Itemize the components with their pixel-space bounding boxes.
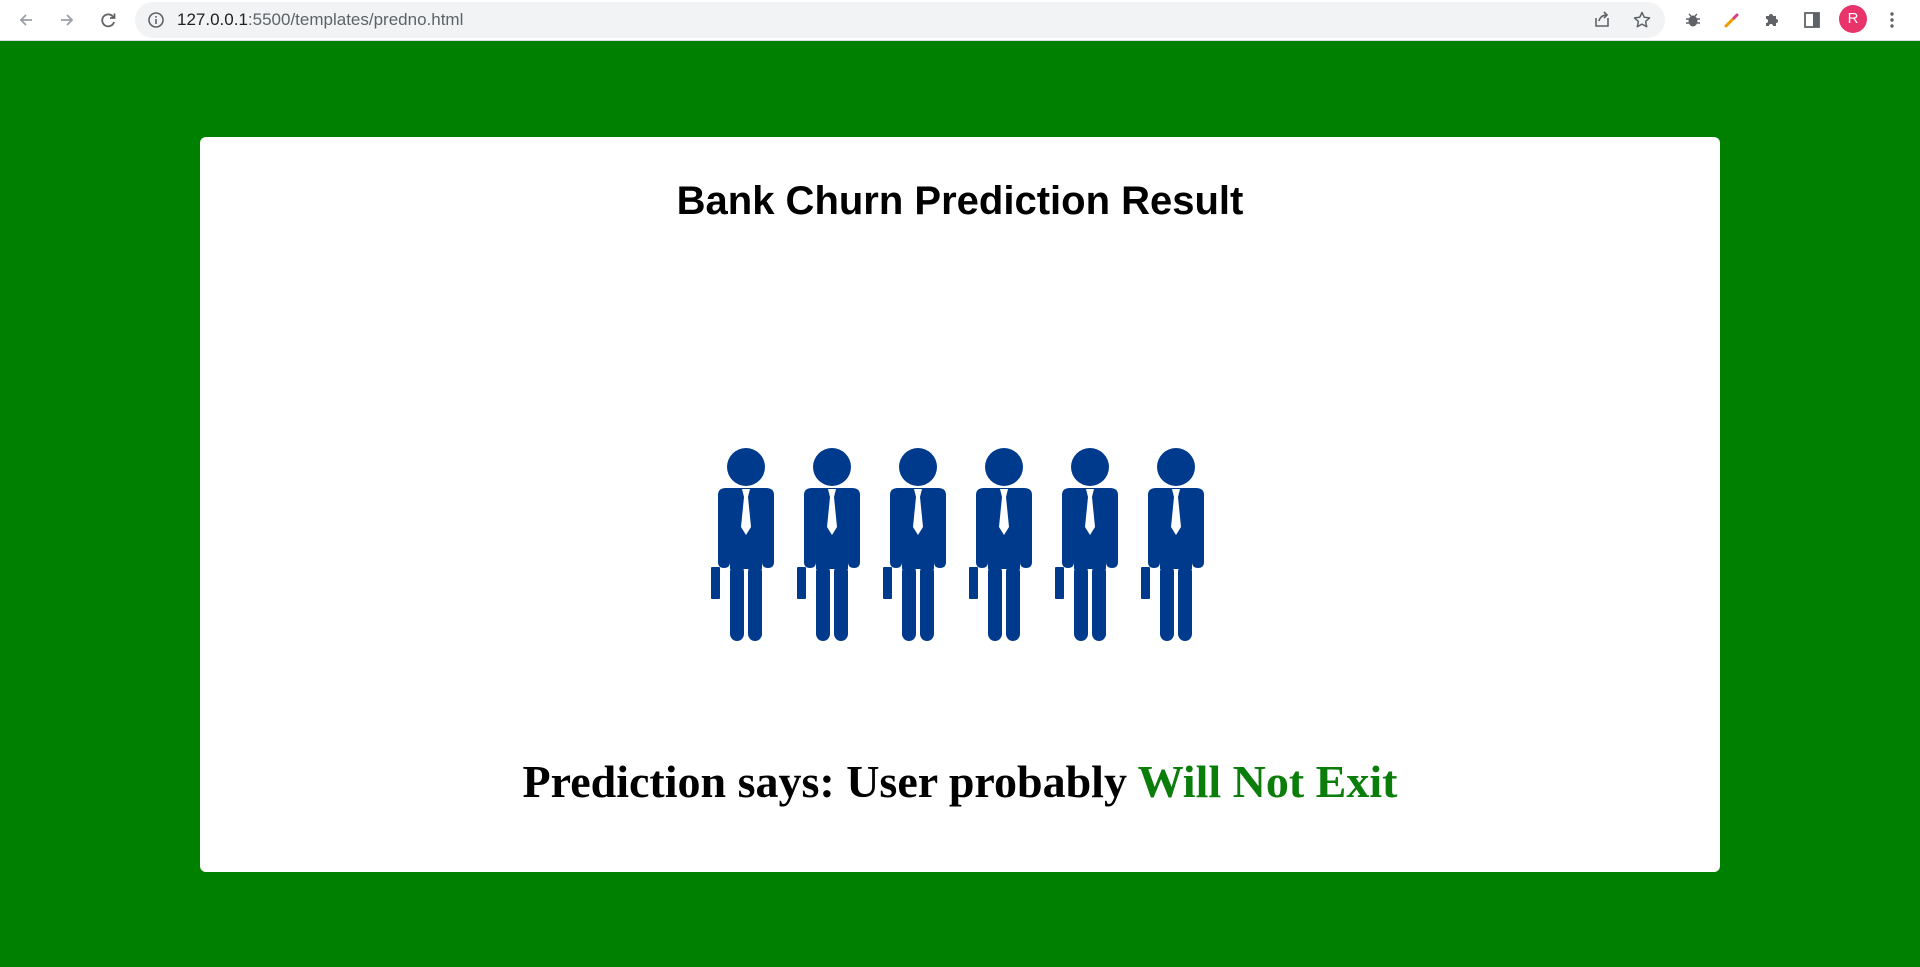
extensions-button[interactable] bbox=[1758, 6, 1786, 34]
prediction-verdict: Will Not Exit bbox=[1137, 756, 1398, 807]
reload-icon bbox=[101, 13, 116, 28]
bug-extension-button[interactable] bbox=[1679, 6, 1707, 34]
arrow-left-icon bbox=[19, 14, 32, 26]
share-icon[interactable] bbox=[1592, 10, 1612, 30]
color-picker-extension-button[interactable] bbox=[1718, 6, 1746, 34]
side-panel-button[interactable] bbox=[1798, 6, 1826, 34]
page-title: Bank Churn Prediction Result bbox=[676, 179, 1244, 223]
arrow-right-icon bbox=[61, 14, 74, 26]
reload-button[interactable] bbox=[92, 4, 124, 36]
puzzle-piece-icon bbox=[1766, 14, 1778, 26]
result-card: Bank Churn Prediction Result Prediction … bbox=[200, 137, 1720, 872]
businessman-figure bbox=[969, 448, 1032, 641]
site-info-icon[interactable] bbox=[147, 11, 165, 29]
businessman-figure bbox=[1141, 448, 1204, 641]
businessman-figure bbox=[1055, 448, 1118, 641]
bug-icon bbox=[1686, 13, 1700, 27]
back-button[interactable] bbox=[10, 4, 42, 36]
businessman-figure bbox=[797, 448, 860, 641]
url-text[interactable]: 127.0.0.1:5500/templates/predno.html bbox=[177, 2, 463, 38]
kebab-menu-icon bbox=[1890, 12, 1894, 28]
address-bar[interactable]: 127.0.0.1:5500/templates/predno.html bbox=[135, 2, 1665, 38]
businessman-figure bbox=[883, 448, 946, 641]
businessman-group-icon bbox=[711, 448, 1204, 641]
forward-button[interactable] bbox=[51, 4, 83, 36]
side-panel-icon bbox=[1804, 12, 1820, 28]
url-path: :5500/templates/predno.html bbox=[247, 10, 464, 29]
url-host: 127.0.0.1 bbox=[177, 10, 248, 29]
businessman-figure bbox=[711, 448, 774, 641]
browser-toolbar: 127.0.0.1:5500/templates/predno.html R bbox=[0, 0, 1920, 41]
prediction-result: Prediction says: User probably Will Not … bbox=[200, 755, 1720, 808]
browser-menu-button[interactable] bbox=[1878, 6, 1906, 34]
profile-avatar[interactable]: R bbox=[1839, 5, 1867, 33]
eyedropper-icon bbox=[1724, 13, 1739, 28]
prediction-prefix: Prediction says: User probably bbox=[522, 756, 1138, 807]
bookmark-star-icon[interactable] bbox=[1632, 10, 1652, 30]
